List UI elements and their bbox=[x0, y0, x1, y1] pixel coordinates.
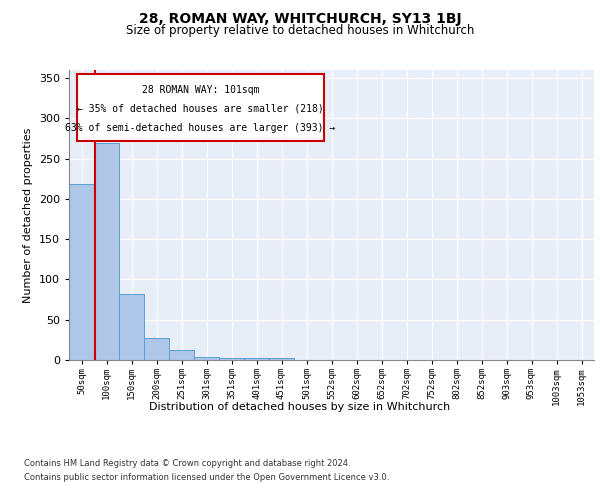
FancyBboxPatch shape bbox=[77, 74, 323, 141]
Bar bbox=[219, 358, 244, 360]
Bar bbox=[69, 184, 94, 360]
Text: Contains public sector information licensed under the Open Government Licence v3: Contains public sector information licen… bbox=[24, 472, 389, 482]
Text: 28 ROMAN WAY: 101sqm: 28 ROMAN WAY: 101sqm bbox=[142, 85, 259, 95]
Bar bbox=[119, 294, 144, 360]
Y-axis label: Number of detached properties: Number of detached properties bbox=[23, 128, 33, 302]
Bar bbox=[269, 358, 294, 360]
Text: Size of property relative to detached houses in Whitchurch: Size of property relative to detached ho… bbox=[126, 24, 474, 37]
Bar bbox=[94, 142, 119, 360]
Bar bbox=[244, 358, 269, 360]
Text: 28, ROMAN WAY, WHITCHURCH, SY13 1BJ: 28, ROMAN WAY, WHITCHURCH, SY13 1BJ bbox=[139, 12, 461, 26]
Text: Distribution of detached houses by size in Whitchurch: Distribution of detached houses by size … bbox=[149, 402, 451, 412]
Text: 63% of semi-detached houses are larger (393) →: 63% of semi-detached houses are larger (… bbox=[65, 123, 335, 133]
Text: ← 35% of detached houses are smaller (218): ← 35% of detached houses are smaller (21… bbox=[77, 104, 323, 114]
Bar bbox=[169, 350, 194, 360]
Bar bbox=[194, 357, 219, 360]
Text: Contains HM Land Registry data © Crown copyright and database right 2024.: Contains HM Land Registry data © Crown c… bbox=[24, 459, 350, 468]
Bar bbox=[144, 338, 169, 360]
